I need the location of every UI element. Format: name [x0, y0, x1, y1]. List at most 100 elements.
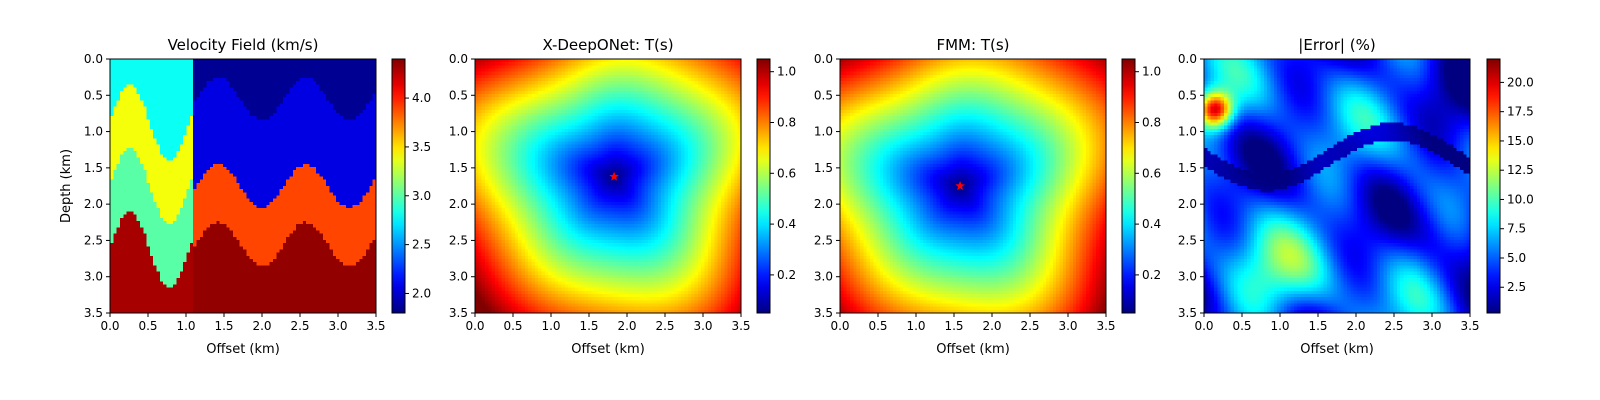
colorbar-tick-label: 0.2 — [1142, 268, 1161, 282]
x-tick-label: 0.5 — [503, 319, 522, 333]
x-axis-label: Offset (km) — [936, 342, 1010, 357]
heatmap-image — [840, 59, 1106, 313]
x-axis-label: Offset (km) — [1300, 342, 1374, 357]
panel-1: Velocity Field (km/s) 0.0 0.5 1.0 1.5 2.0 2.5 3… — [59, 36, 431, 357]
x-tick-label: 1.5 — [214, 319, 233, 333]
x-tick-label: 0.0 — [465, 319, 484, 333]
y-tick-label: 0.5 — [814, 88, 833, 102]
panel-title: |Error| (%) — [1298, 36, 1375, 54]
y-tick-label: 1.0 — [1178, 125, 1197, 139]
y-tick-label: 1.0 — [449, 125, 468, 139]
colorbar-tick-label: 15.0 — [1507, 134, 1534, 148]
colorbar — [391, 58, 406, 314]
y-tick-label: 1.5 — [814, 161, 833, 175]
y-tick-label: 2.0 — [1178, 197, 1197, 211]
x-tick-label: 3.5 — [1096, 319, 1115, 333]
y-tick-label: 2.5 — [449, 233, 468, 247]
panel-2: X-DeepONet: T(s) 0.0 0.5 1.0 1.5 2.0 2.5 3.0 3.5… — [449, 36, 796, 357]
x-tick-label: 2.0 — [617, 319, 636, 333]
y-axis-label: Depth (km) — [59, 149, 74, 223]
x-tick-label: 1.0 — [176, 319, 195, 333]
y-tick-label: 2.5 — [84, 233, 103, 247]
y-tick-label: 0.0 — [84, 52, 103, 66]
x-tick-label: 0.0 — [830, 319, 849, 333]
x-tick-label: 2.5 — [655, 319, 674, 333]
x-tick-label: 3.0 — [328, 319, 347, 333]
x-tick-label: 1.5 — [579, 319, 598, 333]
colorbar-tick-label: 1.0 — [1142, 65, 1161, 79]
y-tick-label: 3.0 — [449, 270, 468, 284]
panel-3: FMM: T(s)0.0 0.5 1.0 1.5 2.0 2.5 3.0 3.50.00.51… — [814, 36, 1161, 357]
colorbar-tick-label: 12.5 — [1507, 163, 1534, 177]
y-tick-label: 1.5 — [1178, 161, 1197, 175]
y-tick-label: 0.5 — [84, 88, 103, 102]
x-tick-label: 3.0 — [693, 319, 712, 333]
y-tick-label: 3.0 — [84, 270, 103, 284]
y-tick-label: 0.0 — [449, 52, 468, 66]
x-tick-label: 2.0 — [1346, 319, 1365, 333]
y-tick-label: 0.5 — [1178, 88, 1197, 102]
axes-frame — [474, 58, 742, 314]
x-tick-label: 0.5 — [868, 319, 887, 333]
axes-frame — [1203, 58, 1471, 314]
colorbar-tick-label: 0.6 — [1142, 166, 1161, 180]
colorbar-tick-label: 5.0 — [1507, 251, 1526, 265]
x-tick-label: 0.0 — [1194, 319, 1213, 333]
colorbar — [1486, 58, 1501, 314]
axes-frame — [109, 58, 377, 314]
x-tick-label: 3.0 — [1422, 319, 1441, 333]
x-tick-label: 2.0 — [982, 319, 1001, 333]
y-tick-label: 1.5 — [84, 161, 103, 175]
y-tick-label: 2.0 — [84, 197, 103, 211]
heatmap-image — [1204, 59, 1470, 313]
colorbar-tick-label: 1.0 — [777, 65, 796, 79]
x-tick-label: 1.5 — [1308, 319, 1327, 333]
x-tick-label: 1.5 — [944, 319, 963, 333]
colorbar-tick-label: 0.8 — [1142, 116, 1161, 130]
x-tick-label: 3.5 — [366, 319, 385, 333]
axes-frame — [839, 58, 1107, 314]
colorbar — [756, 58, 771, 314]
y-tick-label: 0.5 — [449, 88, 468, 102]
y-tick-label: 2.5 — [1178, 233, 1197, 247]
x-tick-label: 3.5 — [1460, 319, 1479, 333]
x-tick-label: 1.0 — [1270, 319, 1289, 333]
heatmap-image — [110, 59, 376, 313]
x-tick-label: 2.5 — [290, 319, 309, 333]
y-tick-label: 3.0 — [1178, 270, 1197, 284]
x-tick-label: 0.5 — [1232, 319, 1251, 333]
source-star-marker — [609, 171, 619, 181]
colorbar-tick-label: 0.6 — [777, 166, 796, 180]
colorbar-tick-label: 20.0 — [1507, 75, 1534, 89]
x-tick-label: 1.0 — [906, 319, 925, 333]
colorbar-tick-label: 3.0 — [412, 189, 431, 203]
y-tick-label: 3.5 — [814, 306, 833, 320]
colorbar-tick-label: 3.5 — [412, 140, 431, 154]
y-tick-label: 0.0 — [1178, 52, 1197, 66]
colorbar-tick-label: 2.5 — [1507, 280, 1526, 294]
y-tick-label: 1.0 — [814, 125, 833, 139]
y-tick-label: 3.5 — [84, 306, 103, 320]
y-tick-label: 3.5 — [449, 306, 468, 320]
colorbar-tick-label: 2.5 — [412, 238, 431, 252]
colorbar-tick-label: 0.4 — [777, 217, 796, 231]
y-tick-label: 1.5 — [449, 161, 468, 175]
x-tick-label: 1.0 — [541, 319, 560, 333]
y-tick-label: 0.0 — [814, 52, 833, 66]
colorbar-tick-label: 0.2 — [777, 268, 796, 282]
source-star-marker — [955, 181, 965, 191]
y-tick-label: 3.0 — [814, 270, 833, 284]
panel-title: FMM: T(s) — [936, 36, 1009, 54]
colorbar-tick-label: 10.0 — [1507, 192, 1534, 206]
x-tick-label: 0.5 — [138, 319, 157, 333]
colorbar-tick-label: 7.5 — [1507, 222, 1526, 236]
x-tick-label: 3.5 — [731, 319, 750, 333]
colorbar-tick-label: 17.5 — [1507, 105, 1534, 119]
x-tick-label: 3.0 — [1058, 319, 1077, 333]
y-tick-label: 2.0 — [814, 197, 833, 211]
colorbar-tick-label: 0.8 — [777, 116, 796, 130]
x-tick-label: 2.0 — [252, 319, 271, 333]
panel-4: |Error| (%) 0.0 0.5 1.0 1.5 2.0 2.5 3.0 3.5 0.0 0.… — [1178, 36, 1534, 357]
panel-title: Velocity Field (km/s) — [168, 36, 319, 54]
